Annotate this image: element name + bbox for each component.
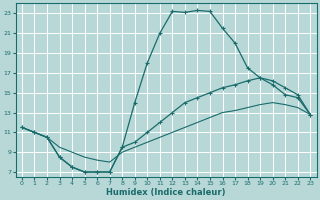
X-axis label: Humidex (Indice chaleur): Humidex (Indice chaleur) (106, 188, 226, 197)
